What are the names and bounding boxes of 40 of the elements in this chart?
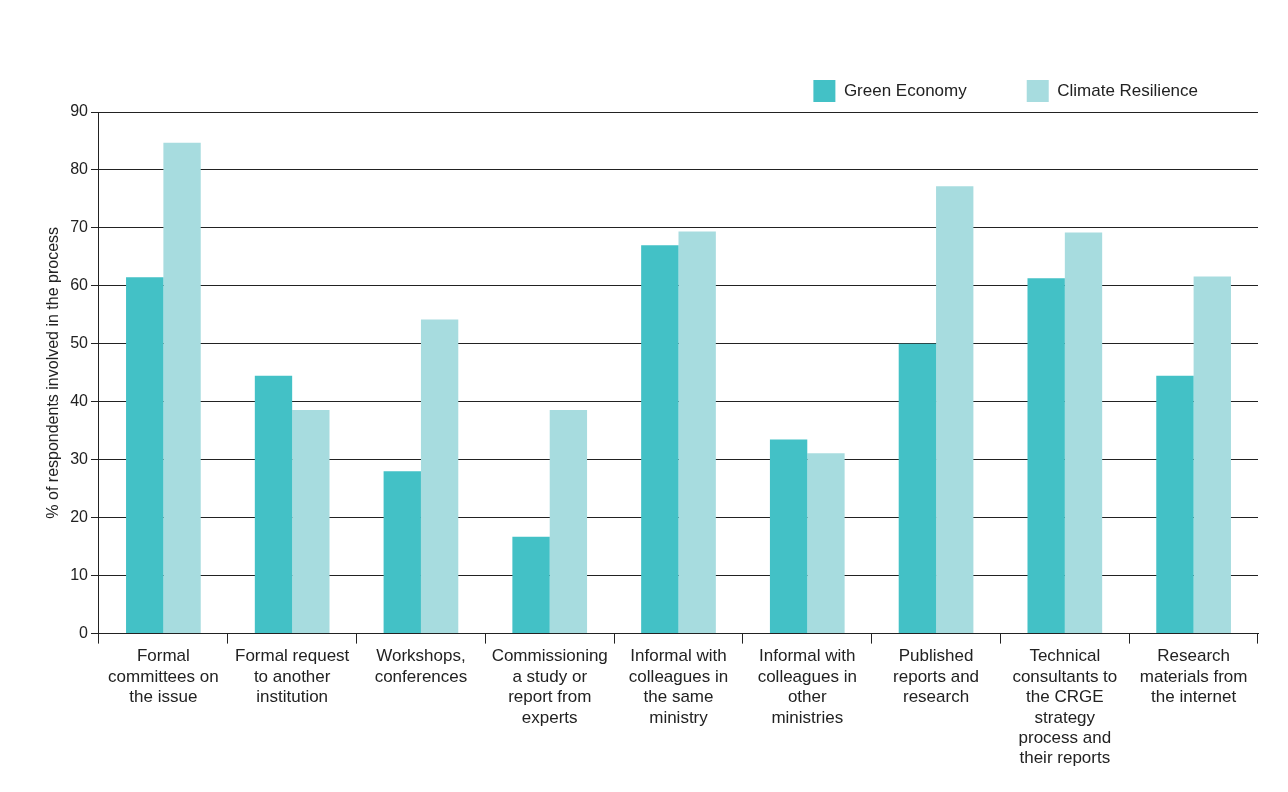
y-tick-label: 40 <box>70 392 89 410</box>
y-tick-label: 90 <box>70 102 89 120</box>
bar <box>126 277 164 634</box>
bar <box>292 409 330 634</box>
x-tick-label: Formal committees on the issue <box>108 646 219 707</box>
bar <box>383 471 421 634</box>
bar <box>807 453 845 634</box>
bar <box>1064 232 1103 634</box>
x-tick-label: Research materials from the internet <box>1139 646 1248 707</box>
x-tick-label: Informal with colleagues in the same ministry <box>628 646 729 727</box>
y-tick-label: 50 <box>70 334 89 352</box>
x-tick-label: Workshops, conferences <box>374 646 468 686</box>
x-tick-label: Technical consultants to the CRGE strategy process and their reports <box>1012 646 1118 768</box>
legend-label: Green Economy <box>843 80 968 100</box>
y-tick-label: 0 <box>79 624 89 642</box>
bar <box>163 142 201 634</box>
bar <box>641 245 679 634</box>
bar <box>1193 276 1231 634</box>
x-tick-label: Commissioning a study or report from experts <box>491 646 608 727</box>
y-tick-label: 10 <box>70 566 89 584</box>
x-tick-label: Formal request to another institution <box>235 646 350 707</box>
x-tick-label: Informal with colleagues in other ministries <box>757 646 857 727</box>
y-tick-label: 30 <box>70 450 89 468</box>
bar <box>936 186 974 634</box>
bar <box>420 319 459 634</box>
bar <box>512 536 550 634</box>
y-tick-label: 80 <box>70 160 89 178</box>
bar <box>898 343 937 634</box>
y-tick-label: 60 <box>70 276 89 294</box>
x-tick-label: Published reports and research <box>893 646 980 707</box>
bar <box>549 409 588 634</box>
bar <box>678 231 716 634</box>
y-tick-label: 70 <box>70 218 89 236</box>
y-axis-title: % of respondents involved in the process <box>44 226 62 519</box>
bar <box>769 439 808 634</box>
legend-label: Climate Resilience <box>1057 80 1199 100</box>
bar <box>1027 278 1065 634</box>
bar <box>1156 375 1194 634</box>
y-tick-label: 20 <box>70 508 89 526</box>
bar <box>254 375 293 634</box>
